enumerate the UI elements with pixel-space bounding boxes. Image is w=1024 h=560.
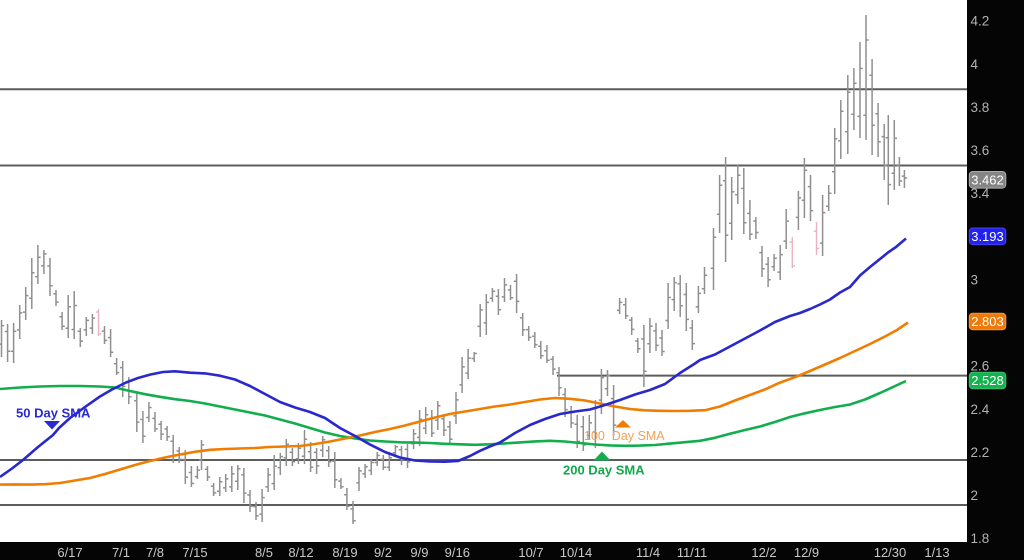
svg-text:2.6: 2.6 xyxy=(971,359,990,374)
svg-text:4.2: 4.2 xyxy=(971,14,990,29)
svg-text:12/30: 12/30 xyxy=(874,545,907,560)
svg-text:3: 3 xyxy=(971,272,979,287)
svg-text:11/11: 11/11 xyxy=(677,545,708,560)
svg-text:2.803: 2.803 xyxy=(971,314,1004,329)
svg-text:9/16: 9/16 xyxy=(445,545,470,560)
svg-text:4: 4 xyxy=(971,57,979,72)
svg-text:8/12: 8/12 xyxy=(288,545,313,560)
svg-text:2.528: 2.528 xyxy=(971,373,1004,388)
svg-text:50 Day SMA: 50 Day SMA xyxy=(16,406,91,421)
svg-text:10/14: 10/14 xyxy=(560,545,593,560)
svg-text:7/15: 7/15 xyxy=(182,545,207,560)
svg-text:8/19: 8/19 xyxy=(332,545,357,560)
svg-text:100 Day SMA: 100 Day SMA xyxy=(584,429,665,443)
svg-text:7/1: 7/1 xyxy=(112,545,130,560)
svg-text:1/13: 1/13 xyxy=(924,545,949,560)
svg-text:3.4: 3.4 xyxy=(971,186,990,201)
svg-text:7/8: 7/8 xyxy=(146,545,164,560)
svg-text:12/2: 12/2 xyxy=(751,545,776,560)
svg-text:3.462: 3.462 xyxy=(971,172,1004,187)
svg-text:6/17: 6/17 xyxy=(57,545,82,560)
svg-text:2.2: 2.2 xyxy=(971,445,990,460)
svg-text:2.4: 2.4 xyxy=(971,402,990,417)
svg-text:3.8: 3.8 xyxy=(971,100,990,115)
svg-text:10/7: 10/7 xyxy=(518,545,543,560)
svg-text:11/4: 11/4 xyxy=(636,545,660,560)
svg-text:3.6: 3.6 xyxy=(971,143,990,158)
svg-text:2: 2 xyxy=(971,488,979,503)
svg-text:9/9: 9/9 xyxy=(410,545,428,560)
svg-text:1.8: 1.8 xyxy=(971,531,990,546)
svg-text:200 Day SMA: 200 Day SMA xyxy=(563,463,645,478)
svg-text:8/5: 8/5 xyxy=(255,545,273,560)
svg-text:12/9: 12/9 xyxy=(794,545,819,560)
svg-text:9/2: 9/2 xyxy=(374,545,392,560)
svg-text:3.193: 3.193 xyxy=(971,229,1004,244)
